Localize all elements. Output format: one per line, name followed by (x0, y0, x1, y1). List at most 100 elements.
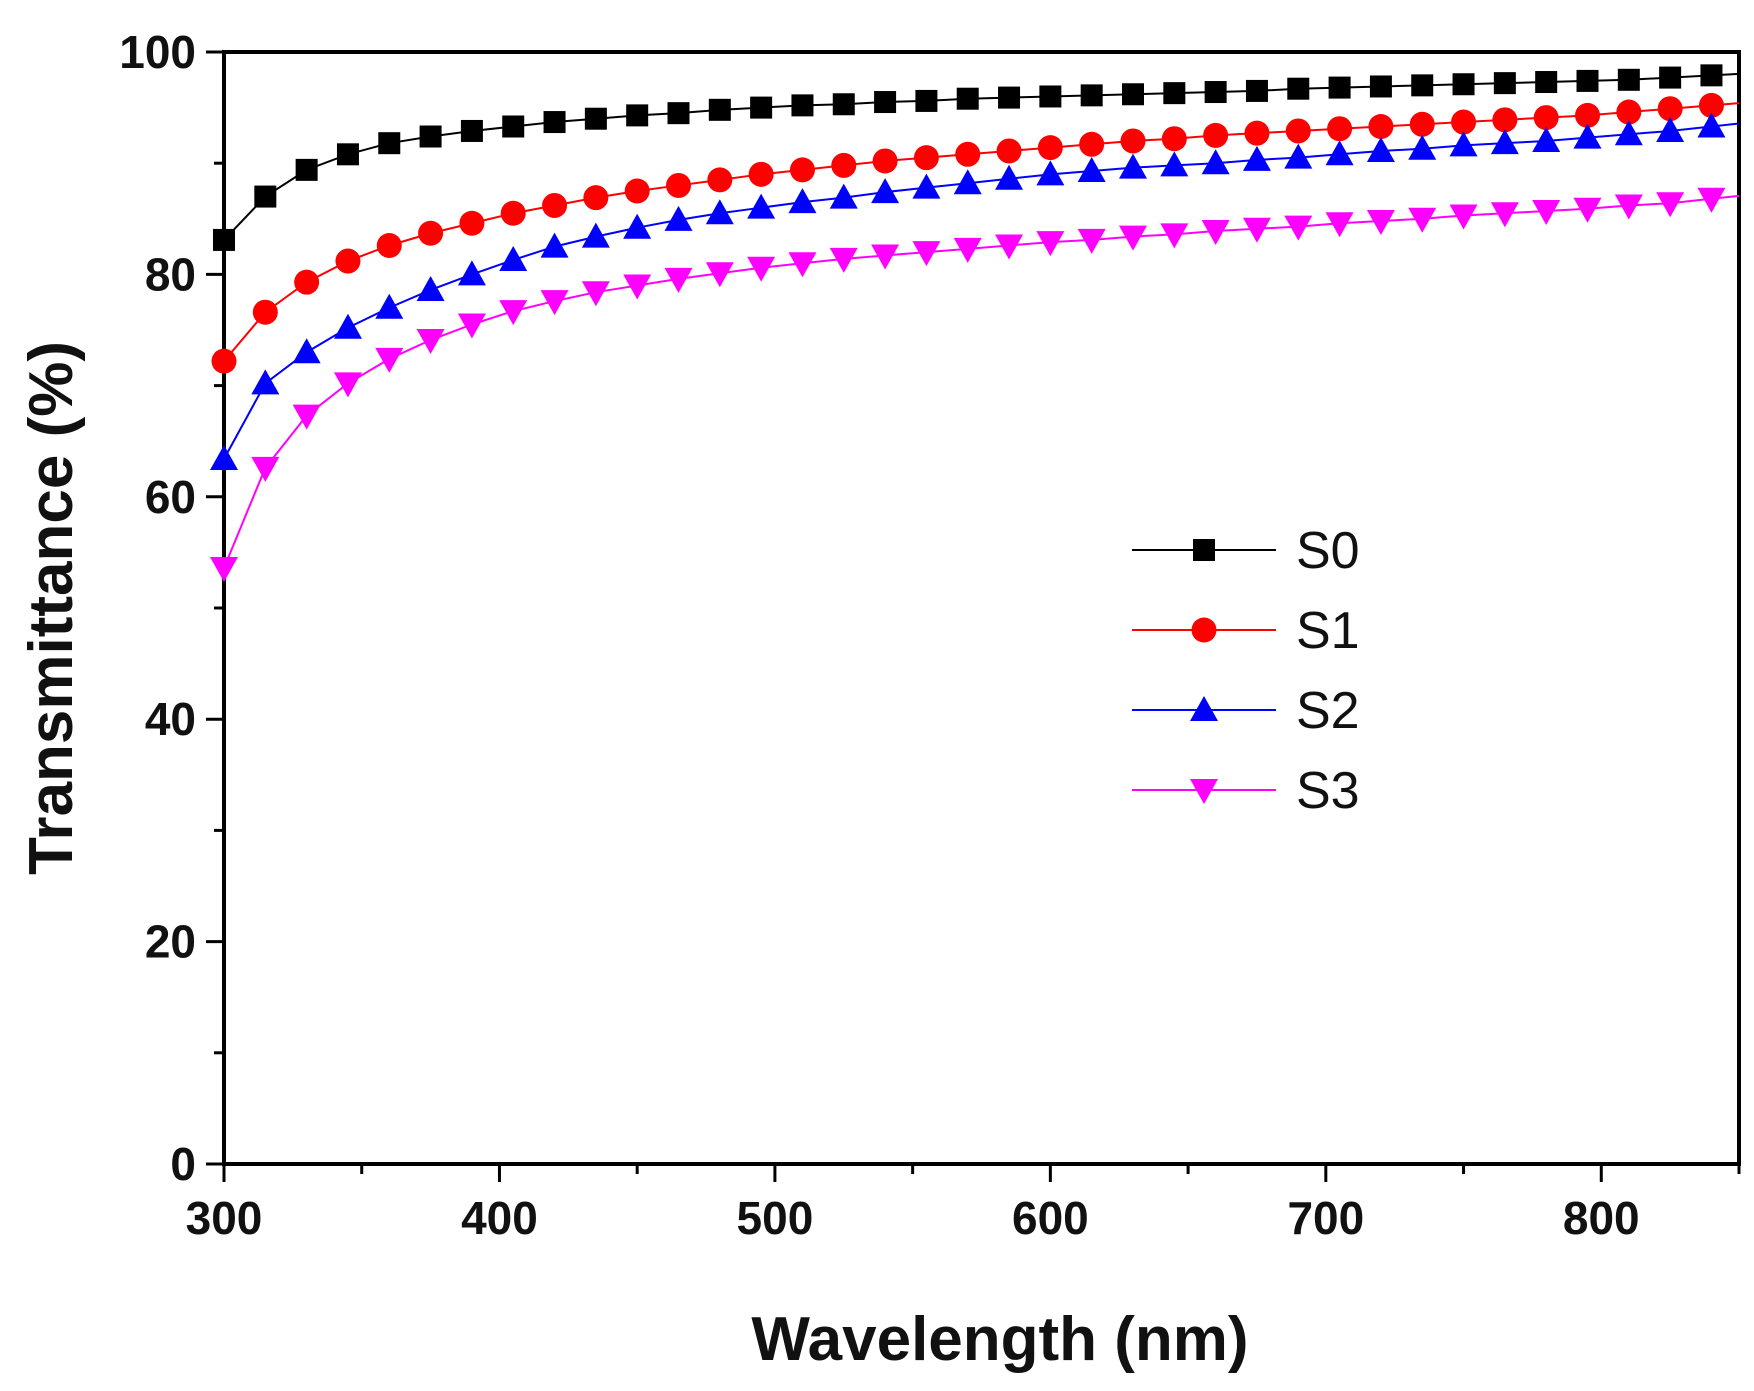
data-point-s3 (1160, 223, 1189, 249)
data-point-s1 (789, 157, 815, 183)
data-point-s0 (254, 185, 277, 208)
data-point-s2 (623, 213, 652, 239)
data-point-s2 (1242, 145, 1271, 171)
data-point-s3 (292, 404, 321, 430)
data-point-s2 (210, 444, 238, 470)
data-point-s0 (1659, 66, 1682, 89)
data-point-s0 (708, 98, 731, 121)
data-point-s3 (1573, 197, 1602, 223)
series-s1 (211, 92, 1740, 374)
data-point-s3 (333, 372, 362, 398)
data-point-s0 (1617, 68, 1640, 91)
data-point-s0 (295, 158, 318, 181)
data-point-s1 (542, 192, 568, 218)
data-point-s2 (871, 178, 900, 204)
x-tick-label: 700 (1287, 1192, 1364, 1244)
data-point-s2 (1366, 136, 1395, 162)
data-point-s0 (213, 228, 235, 251)
data-point-s3 (1036, 231, 1065, 257)
data-point-s2 (1532, 126, 1561, 152)
data-point-s1 (1657, 96, 1683, 122)
data-point-s0 (1535, 71, 1558, 94)
data-point-s1 (1533, 105, 1559, 131)
data-point-s1 (211, 348, 237, 374)
data-point-s2 (664, 205, 693, 231)
legend: S0 S1 S2 S3 (1132, 522, 1360, 820)
data-point-s1 (1037, 135, 1063, 161)
data-point-s1 (459, 210, 485, 236)
data-point-s1 (294, 269, 320, 295)
data-point-s3 (210, 556, 238, 582)
data-point-s1 (1161, 126, 1187, 152)
data-point-s1 (1409, 111, 1435, 137)
data-point-s3 (1697, 187, 1726, 213)
legend-marker-s0 (1193, 539, 1215, 561)
data-point-s2 (416, 275, 445, 301)
data-point-s1 (1327, 116, 1353, 142)
data-point-s3 (664, 267, 693, 293)
data-point-s0 (584, 107, 607, 130)
data-point-s2 (1697, 112, 1726, 138)
series-line-s0 (223, 72, 1740, 241)
data-point-s3 (747, 256, 776, 282)
data-point-s0 (1411, 74, 1434, 97)
data-point-s0 (832, 93, 855, 116)
data-point-s0 (378, 132, 401, 155)
data-point-s0 (791, 94, 814, 117)
data-point-s1 (418, 220, 444, 246)
data-point-s0 (956, 87, 979, 110)
data-point-s1 (748, 161, 774, 187)
plot-frame (222, 50, 1741, 1166)
data-point-s2 (1573, 123, 1602, 149)
data-point-s3 (1119, 225, 1147, 251)
legend-label-s2: S2 (1296, 682, 1360, 740)
data-point-s1 (1244, 120, 1270, 146)
y-axis-title: Transmittance (%) (17, 341, 86, 875)
data-point-s1 (707, 167, 733, 193)
data-point-s1 (1203, 122, 1229, 148)
data-point-s2 (499, 245, 528, 271)
data-point-s1 (1120, 128, 1146, 154)
data-point-s0 (1245, 79, 1268, 102)
series-s0 (213, 64, 1740, 251)
data-point-s0 (419, 125, 442, 148)
data-point-s3 (1532, 200, 1561, 226)
data-point-s1 (1698, 92, 1724, 118)
data-point-s2 (1119, 153, 1147, 179)
data-point-s1 (1079, 131, 1105, 157)
x-tick-label: 600 (1012, 1192, 1089, 1244)
x-axis-ticks: 300 400 500 600 700 800 (186, 1164, 1741, 1244)
data-point-s0 (915, 89, 938, 112)
data-point-s2 (953, 169, 982, 195)
legend-label-s1: S1 (1296, 602, 1360, 660)
legend-marker-s1 (1191, 617, 1217, 643)
data-point-s2 (788, 188, 817, 214)
y-tick-label: 60 (145, 471, 196, 523)
data-point-s2 (995, 164, 1024, 190)
data-point-s1 (252, 299, 278, 325)
data-point-s3 (457, 313, 486, 339)
data-point-s3 (1490, 202, 1519, 228)
data-point-s0 (1328, 76, 1351, 99)
data-point-s0 (874, 91, 897, 114)
data-point-s0 (1700, 64, 1723, 87)
data-point-s3 (1366, 210, 1395, 236)
data-point-s3 (1656, 192, 1685, 218)
data-point-s2 (1656, 116, 1685, 142)
series-line-s3 (223, 194, 1740, 569)
data-point-s3 (499, 300, 528, 326)
data-point-s1 (376, 232, 402, 258)
data-point-s0 (336, 143, 359, 166)
data-point-s0 (1493, 72, 1516, 95)
data-point-s1 (1616, 99, 1642, 125)
data-point-s0 (543, 111, 566, 134)
data-point-s2 (333, 313, 362, 339)
data-point-s2 (1614, 120, 1643, 146)
data-point-s3 (1242, 217, 1271, 243)
data-point-s3 (1077, 228, 1106, 254)
data-point-s2 (1325, 140, 1354, 166)
data-point-s0 (1039, 85, 1062, 108)
data-point-s3 (540, 290, 569, 316)
data-point-s2 (457, 260, 486, 286)
legend-item-s0: S0 (1132, 522, 1360, 580)
